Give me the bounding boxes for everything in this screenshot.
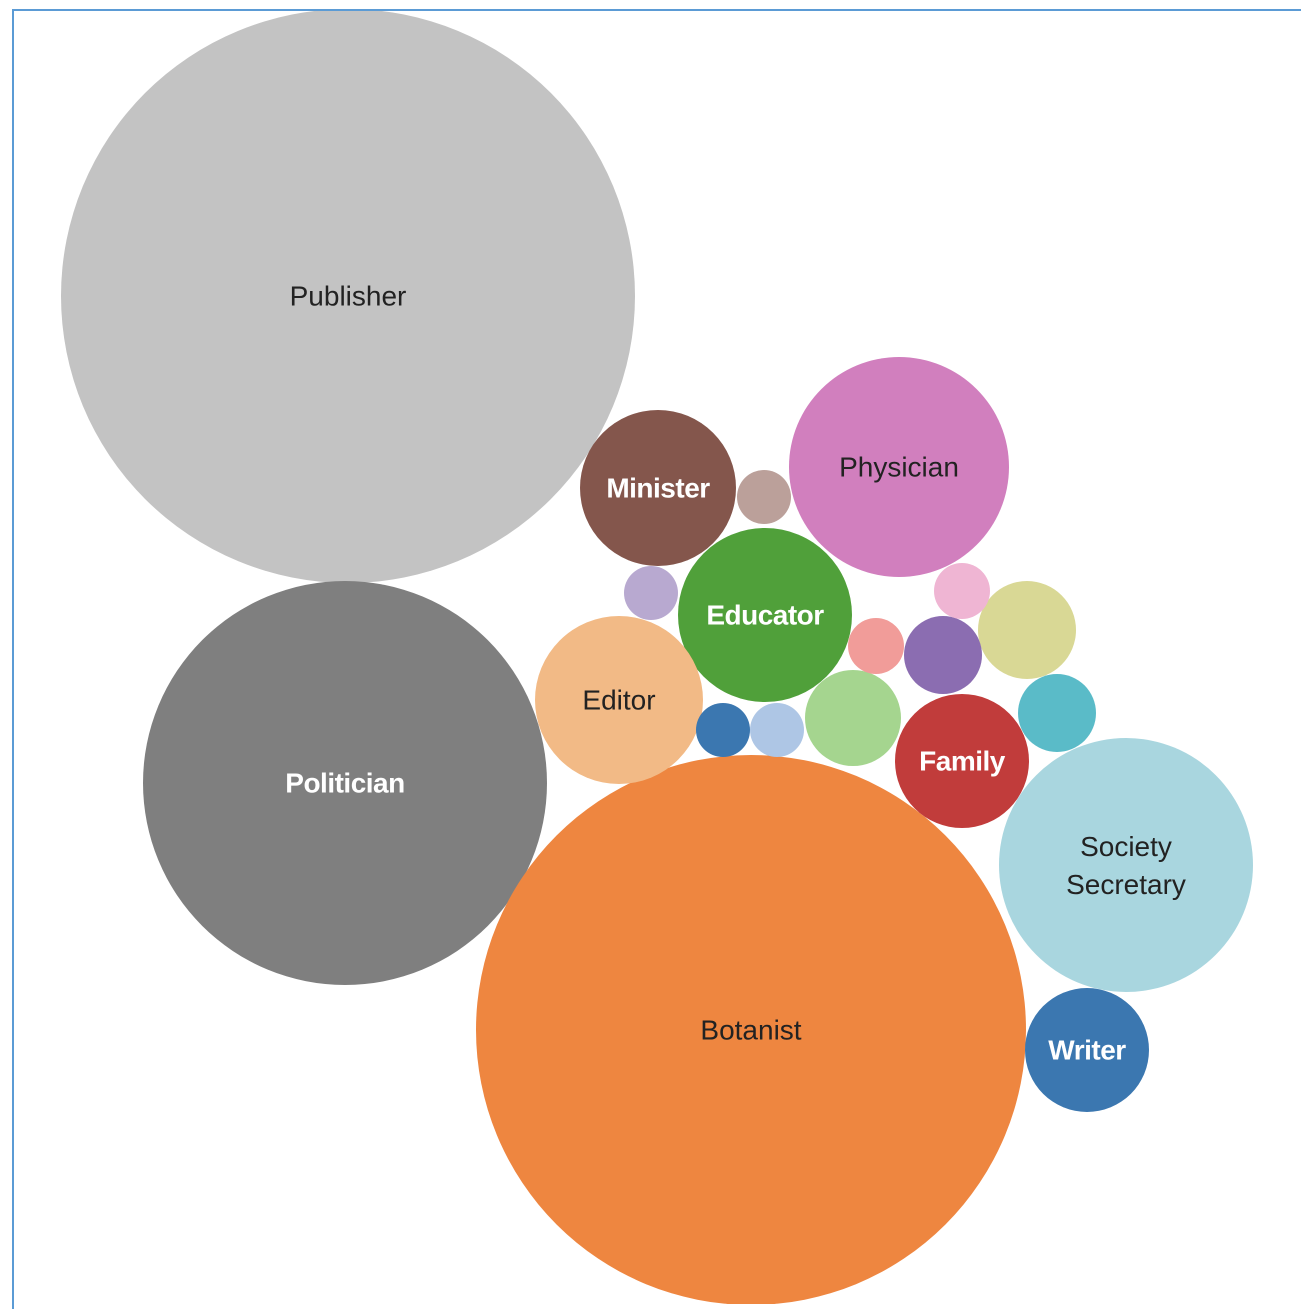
bubble-editor[interactable] xyxy=(535,616,703,784)
bubble-publisher[interactable] xyxy=(61,9,635,583)
bubble-unlabeled-17[interactable] xyxy=(848,618,904,674)
bubble-unlabeled-11[interactable] xyxy=(978,581,1076,679)
bubble-unlabeled-12[interactable] xyxy=(805,670,901,766)
chart-frame xyxy=(12,9,1301,1309)
bubble-label-physician: Physician xyxy=(839,452,959,483)
bubble-label-minister: Minister xyxy=(606,473,710,504)
bubble-label-editor: Editor xyxy=(582,685,655,716)
bubbles-group: Publisher Politician Botanist Physician Soci… xyxy=(61,9,1253,1304)
bubble-minister[interactable] xyxy=(580,410,736,566)
bubble-label-family: Family xyxy=(919,746,1006,777)
bubble-society-secretary[interactable] xyxy=(999,738,1253,992)
bubble-writer[interactable] xyxy=(1025,988,1149,1112)
bubble-unlabeled-20[interactable] xyxy=(696,703,750,757)
bubble-family[interactable] xyxy=(895,694,1029,828)
bubble-label-botanist: Botanist xyxy=(700,1015,801,1046)
bubble-unlabeled-13[interactable] xyxy=(1018,674,1096,752)
bubble-unlabeled-16[interactable] xyxy=(934,563,990,619)
bubble-unlabeled-18[interactable] xyxy=(624,566,678,620)
bubble-botanist[interactable] xyxy=(476,755,1026,1304)
bubble-unlabeled-15[interactable] xyxy=(737,470,791,524)
bubble-physician[interactable] xyxy=(789,357,1009,577)
bubble-label-publisher: Publisher xyxy=(290,281,407,312)
bubble-unlabeled-19[interactable] xyxy=(750,703,804,757)
bubble-label-writer: Writer xyxy=(1048,1035,1126,1066)
bubble-politician[interactable] xyxy=(143,581,547,985)
bubble-unlabeled-14[interactable] xyxy=(904,616,982,694)
bubble-label-educator: Educator xyxy=(706,600,824,631)
bubble-label-society-secretary: Society Secretary xyxy=(1066,831,1186,900)
bubble-educator[interactable] xyxy=(678,528,852,702)
bubble-label-politician: Politician xyxy=(285,768,404,799)
